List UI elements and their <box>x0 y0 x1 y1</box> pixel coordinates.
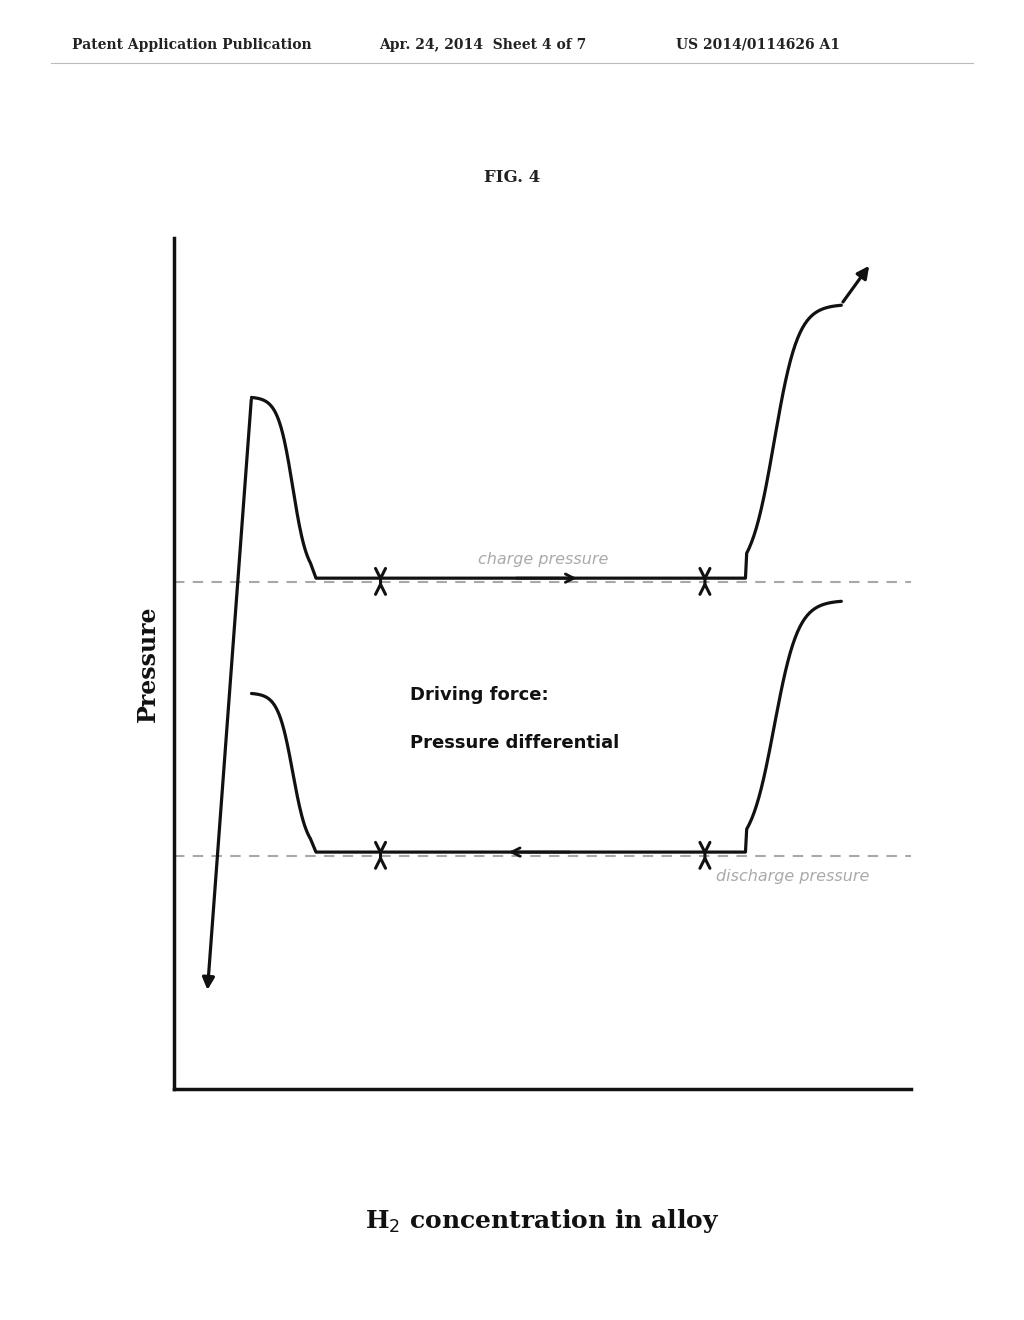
Text: US 2014/0114626 A1: US 2014/0114626 A1 <box>676 38 840 51</box>
Text: discharge pressure: discharge pressure <box>716 869 869 884</box>
Y-axis label: Pressure: Pressure <box>136 605 160 722</box>
Text: charge pressure: charge pressure <box>477 552 608 568</box>
Text: H$_2$ concentration in alloy: H$_2$ concentration in alloy <box>366 1206 720 1236</box>
Text: Patent Application Publication: Patent Application Publication <box>72 38 311 51</box>
Text: FIG. 4: FIG. 4 <box>484 169 540 186</box>
Text: Driving force:: Driving force: <box>410 686 549 704</box>
Text: Apr. 24, 2014  Sheet 4 of 7: Apr. 24, 2014 Sheet 4 of 7 <box>379 38 586 51</box>
Text: Pressure differential: Pressure differential <box>410 734 620 751</box>
